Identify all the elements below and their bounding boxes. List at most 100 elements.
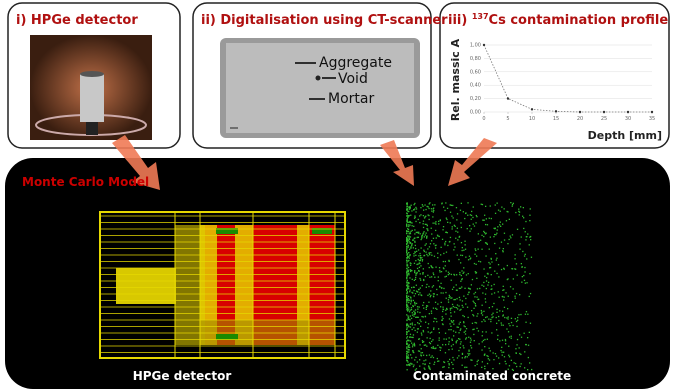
particle <box>523 207 524 208</box>
particle <box>418 249 419 250</box>
particle <box>413 290 414 291</box>
particle <box>491 317 492 318</box>
particle <box>409 344 410 345</box>
particle <box>406 355 407 356</box>
particle <box>517 320 518 321</box>
particle <box>495 253 496 254</box>
particle <box>407 336 408 337</box>
particle <box>406 301 407 302</box>
particle <box>487 284 488 285</box>
particle <box>440 254 441 255</box>
particle <box>501 322 502 323</box>
particle <box>429 277 430 278</box>
particle <box>416 208 417 209</box>
particle <box>444 276 445 277</box>
particle <box>463 345 464 346</box>
particle <box>414 314 415 315</box>
particle <box>525 283 526 284</box>
particle <box>527 337 528 338</box>
particle <box>448 260 449 261</box>
particle <box>460 255 461 256</box>
particle <box>515 212 516 213</box>
particle <box>406 323 407 324</box>
particle <box>441 247 442 248</box>
particle <box>407 213 408 214</box>
particle <box>524 267 525 268</box>
particle <box>410 269 411 270</box>
particle <box>416 303 417 304</box>
particle <box>530 293 531 294</box>
particle <box>448 367 449 368</box>
particle <box>445 292 446 293</box>
particle <box>406 358 407 359</box>
particle <box>419 344 420 345</box>
particle <box>410 248 411 249</box>
particle <box>511 336 512 337</box>
particle <box>422 363 423 364</box>
particle <box>445 313 446 314</box>
particle <box>486 331 487 332</box>
particle <box>441 271 442 272</box>
particle <box>439 267 440 268</box>
particle <box>476 316 477 317</box>
particle <box>457 232 458 233</box>
particle <box>443 261 444 262</box>
particle <box>481 367 482 368</box>
particle <box>461 242 462 243</box>
particle <box>452 304 453 305</box>
particle <box>502 296 503 297</box>
particle <box>470 258 471 259</box>
particle <box>463 347 464 348</box>
particle <box>476 264 477 265</box>
particle <box>500 226 501 227</box>
particle <box>408 296 409 297</box>
particle <box>473 301 474 302</box>
particle <box>516 263 517 264</box>
particle <box>491 259 492 260</box>
particle <box>414 203 415 204</box>
particle <box>471 339 472 340</box>
particle <box>431 228 432 229</box>
particle <box>413 316 414 317</box>
particle <box>410 310 411 311</box>
particle <box>469 231 470 232</box>
particle <box>448 349 449 350</box>
particle <box>494 292 495 293</box>
particle <box>408 282 409 283</box>
particle <box>429 363 430 364</box>
particle <box>423 223 424 224</box>
particle <box>481 204 482 205</box>
particle <box>422 273 423 274</box>
y-axis-title: Rel. massic A <box>449 38 462 121</box>
particle <box>437 358 438 359</box>
particle <box>419 215 420 216</box>
particle <box>443 309 444 310</box>
particle <box>503 352 504 353</box>
particle <box>410 236 411 237</box>
particle <box>409 236 410 237</box>
particle <box>430 243 431 244</box>
particle <box>407 241 408 242</box>
particle <box>441 292 442 293</box>
data-point <box>555 110 557 112</box>
particle <box>474 340 475 341</box>
y-tick-label: 0,00 <box>470 110 481 116</box>
particle <box>473 315 474 316</box>
particle <box>501 242 502 243</box>
particle <box>484 346 485 347</box>
particle <box>510 202 511 203</box>
particle <box>460 222 461 223</box>
data-point <box>531 108 533 110</box>
particle <box>499 248 500 249</box>
particle <box>419 278 420 279</box>
particle <box>518 211 519 212</box>
particle <box>409 349 410 350</box>
particle <box>414 345 415 346</box>
particle <box>468 351 469 352</box>
particle <box>484 366 485 367</box>
particle <box>411 343 412 344</box>
particle <box>431 208 432 209</box>
particle <box>463 211 464 212</box>
particle <box>407 356 408 357</box>
particle <box>446 298 447 299</box>
